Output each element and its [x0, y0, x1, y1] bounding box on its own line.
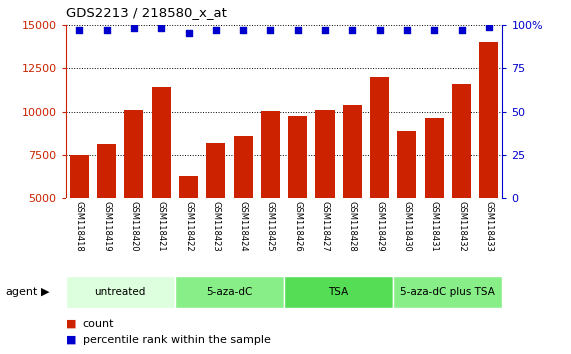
Point	[320, 27, 329, 33]
Text: TSA: TSA	[328, 287, 349, 297]
Text: GSM118423: GSM118423	[211, 201, 220, 251]
Text: 5-aza-dC: 5-aza-dC	[206, 287, 252, 297]
Text: GSM118428: GSM118428	[348, 201, 357, 251]
Bar	[288, 116, 307, 198]
Point	[375, 27, 384, 33]
Point	[211, 27, 220, 33]
Bar	[175, 276, 284, 308]
Text: GSM118429: GSM118429	[375, 201, 384, 251]
Bar	[452, 84, 471, 198]
Point	[457, 27, 466, 33]
Point	[102, 27, 111, 33]
Text: ▶: ▶	[41, 287, 50, 297]
Point	[403, 27, 412, 33]
Text: GSM118433: GSM118433	[484, 201, 493, 251]
Bar	[124, 110, 143, 198]
Point	[348, 27, 357, 33]
Point	[429, 27, 439, 33]
Bar	[206, 143, 226, 198]
Bar	[284, 276, 393, 308]
Bar	[66, 276, 175, 308]
Bar	[397, 131, 416, 198]
Text: GSM118432: GSM118432	[457, 201, 466, 251]
Bar	[70, 155, 89, 198]
Bar	[479, 42, 498, 198]
Text: untreated: untreated	[95, 287, 146, 297]
Text: GSM118424: GSM118424	[239, 201, 248, 251]
Text: percentile rank within the sample: percentile rank within the sample	[83, 335, 271, 345]
Text: count: count	[83, 319, 114, 329]
Point	[239, 27, 248, 33]
Text: agent: agent	[6, 287, 38, 297]
Text: GSM118427: GSM118427	[320, 201, 329, 251]
Point	[156, 25, 166, 31]
Text: ■: ■	[66, 319, 76, 329]
Text: GSM118425: GSM118425	[266, 201, 275, 251]
Bar	[370, 77, 389, 198]
Text: GSM118422: GSM118422	[184, 201, 193, 251]
Bar	[179, 176, 198, 198]
Point	[484, 24, 493, 29]
Point	[266, 27, 275, 33]
Text: GSM118421: GSM118421	[156, 201, 166, 251]
Text: GSM118418: GSM118418	[75, 201, 84, 251]
Point	[293, 27, 302, 33]
Bar	[425, 119, 444, 198]
Text: GDS2213 / 218580_x_at: GDS2213 / 218580_x_at	[66, 6, 227, 19]
Point	[184, 30, 193, 36]
Text: 5-aza-dC plus TSA: 5-aza-dC plus TSA	[400, 287, 495, 297]
Bar	[234, 136, 253, 198]
Text: GSM118420: GSM118420	[130, 201, 138, 251]
Bar	[315, 110, 335, 198]
Bar	[261, 111, 280, 198]
Bar	[343, 104, 362, 198]
Text: GSM118431: GSM118431	[430, 201, 439, 251]
Point	[130, 25, 139, 31]
Bar	[152, 87, 171, 198]
Text: ■: ■	[66, 335, 76, 345]
Point	[75, 27, 84, 33]
Text: GSM118426: GSM118426	[293, 201, 302, 251]
Bar	[97, 144, 116, 198]
Text: GSM118430: GSM118430	[403, 201, 412, 251]
Text: GSM118419: GSM118419	[102, 201, 111, 251]
Bar	[393, 276, 502, 308]
